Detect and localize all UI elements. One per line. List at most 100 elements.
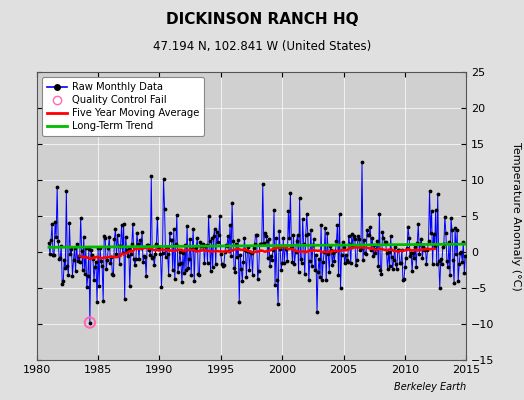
Point (339, 238, 347, 245)
Point (420, 247, 429, 254)
Point (259, 240, 268, 246)
Point (263, 238, 271, 244)
Point (191, 246, 200, 252)
Point (450, 280, 458, 286)
Point (325, 269, 333, 275)
Point (297, 256, 305, 262)
Point (328, 262, 336, 268)
Point (84, 273, 92, 280)
Point (353, 257, 361, 263)
Point (197, 242, 205, 249)
Point (367, 247, 375, 253)
Point (394, 247, 402, 253)
Point (128, 241, 136, 247)
Point (378, 228, 387, 235)
Point (67, 246, 75, 252)
Point (226, 222, 234, 228)
Point (298, 260, 306, 266)
Point (246, 248, 255, 255)
Point (129, 256, 138, 263)
Point (341, 260, 349, 266)
Point (314, 269, 322, 276)
Point (161, 254, 170, 260)
Point (445, 239, 453, 245)
Point (308, 262, 316, 269)
Point (140, 252, 148, 259)
Point (48, 221, 56, 227)
Point (260, 229, 269, 236)
Point (459, 239, 467, 246)
Point (434, 257, 443, 264)
Point (272, 235, 280, 242)
Point (185, 256, 193, 262)
Point (352, 262, 360, 268)
Point (200, 260, 209, 266)
Point (275, 228, 283, 234)
Point (258, 241, 266, 248)
Point (225, 248, 233, 254)
Point (56, 255, 64, 262)
Point (210, 232, 218, 239)
Point (188, 246, 196, 252)
Point (143, 242, 151, 248)
Point (289, 231, 298, 238)
Point (327, 247, 335, 254)
Point (142, 273, 150, 280)
Point (103, 256, 112, 263)
Point (408, 268, 417, 274)
Point (457, 249, 465, 256)
Point (171, 276, 179, 283)
Point (59, 278, 68, 284)
Point (347, 231, 356, 238)
Point (234, 237, 243, 243)
Point (117, 221, 126, 228)
Point (440, 241, 448, 247)
Point (371, 250, 379, 256)
Point (407, 250, 416, 257)
Point (86, 319, 94, 326)
Point (198, 243, 206, 250)
Point (97, 258, 105, 264)
Point (158, 250, 167, 256)
Point (94, 245, 102, 251)
Point (52, 234, 60, 240)
Point (264, 255, 272, 261)
Point (78, 248, 86, 255)
Point (183, 222, 191, 229)
Point (95, 283, 103, 289)
Point (79, 267, 87, 274)
Point (265, 235, 273, 242)
Point (427, 230, 435, 236)
Point (83, 284, 91, 291)
Point (99, 298, 107, 304)
Point (93, 299, 101, 306)
Text: Berkeley Earth: Berkeley Earth (394, 382, 466, 392)
Point (235, 299, 244, 306)
Point (385, 249, 393, 255)
Point (405, 235, 413, 241)
Point (82, 245, 90, 252)
Point (182, 267, 190, 274)
Point (124, 253, 132, 260)
Point (64, 272, 73, 278)
Point (458, 258, 466, 265)
Point (389, 257, 398, 263)
Point (155, 244, 163, 250)
Point (266, 263, 274, 269)
Point (354, 233, 362, 240)
Point (100, 232, 108, 239)
Point (211, 226, 219, 232)
Point (404, 224, 412, 230)
Point (442, 230, 450, 237)
Point (449, 257, 457, 264)
Point (162, 245, 171, 251)
Point (430, 231, 438, 237)
Point (390, 244, 399, 250)
Point (312, 252, 320, 258)
Point (384, 266, 392, 273)
Point (248, 272, 257, 278)
Point (51, 219, 59, 226)
Point (199, 241, 208, 248)
Point (250, 241, 259, 247)
Point (66, 251, 74, 257)
